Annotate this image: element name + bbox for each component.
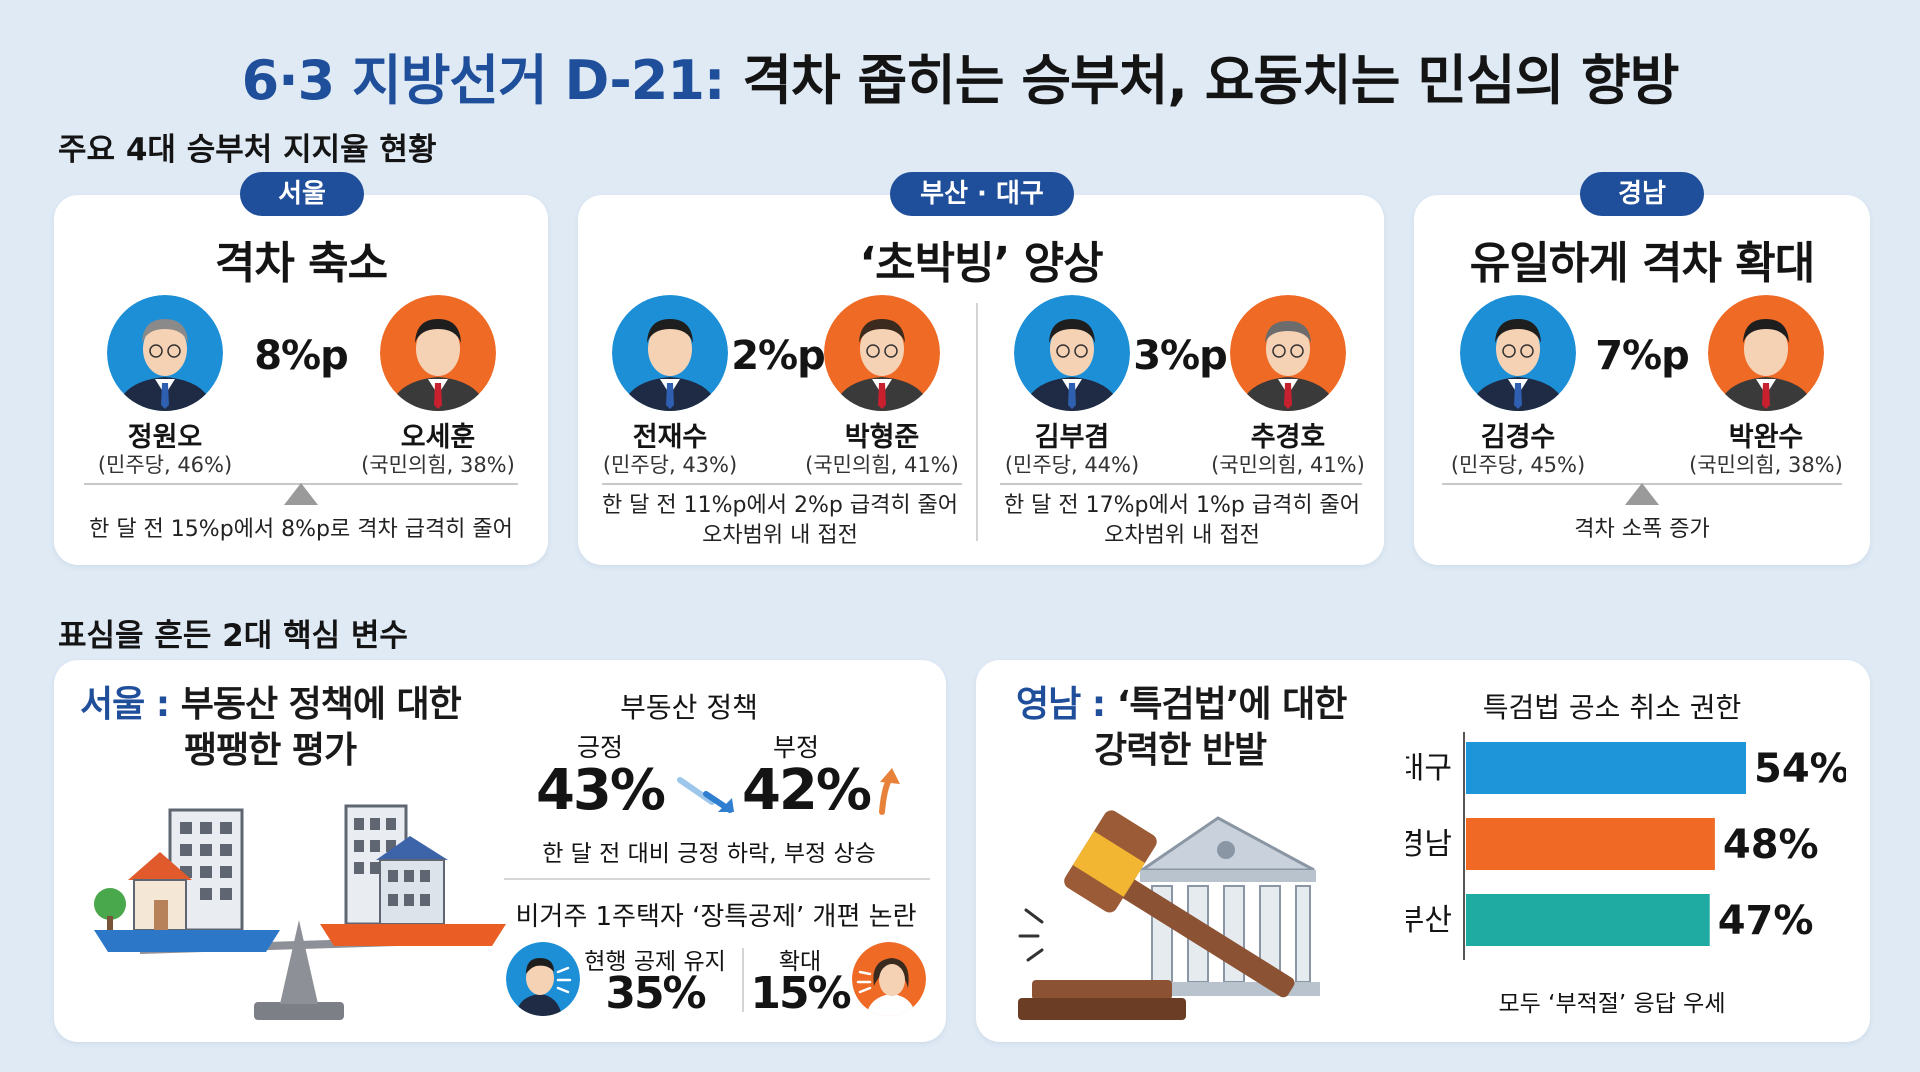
card-busan-daegu: ‘초박빙’ 양상 2%p 전재수 (민주당, 43%) 박형준 (국민의힘, 4… — [578, 195, 1384, 565]
candidate-name-gyeongnam-left: 김경수 — [1480, 422, 1556, 453]
candidate-party-seoul-right: (국민의힘, 38%) — [361, 453, 515, 477]
divider-busan-daegu — [976, 303, 978, 541]
label-seoul-line2: 팽팽한 평가 — [184, 730, 357, 771]
avatar-jeong-wonoh — [107, 295, 223, 411]
keep-value: 35% — [605, 968, 706, 1019]
avatar-oh-sehoon — [380, 295, 496, 411]
note-seoul: 한 달 전 15%p에서 8%p로 격차 급격히 줄어 — [89, 517, 513, 542]
bar-chart-special-act: 대구 54% 경남 48% 부산 47% — [1406, 732, 1846, 960]
candidate-name-busan-left: 전재수 — [632, 422, 708, 453]
bar-category-label: 경남 — [1406, 827, 1452, 862]
triangle-marker-seoul — [284, 483, 318, 505]
page-title: 6·3 지방선거 D-21: 격차 좁히는 승부처, 요동치는 민심의 향방 — [0, 36, 1920, 115]
candidate-party-daegu-left: (민주당, 44%) — [1004, 453, 1140, 477]
note-daegu-2: 오차범위 내 접전 — [1104, 523, 1260, 548]
headline-seoul: 격차 축소 — [214, 238, 388, 289]
note-daegu-1: 한 달 전 17%p에서 1%p 급격히 줄어 — [1003, 493, 1361, 518]
gap-seoul: 8%p — [254, 333, 349, 379]
bar-category-label: 대구 — [1406, 751, 1452, 786]
avatar-park-hyungjun — [824, 295, 940, 411]
candidate-name-busan-right: 박형준 — [844, 422, 920, 453]
speaking-man-icon — [506, 942, 580, 1016]
avatar-park-wansoo — [1708, 295, 1824, 411]
bar-category-label: 부산 — [1406, 903, 1452, 938]
label-seoul-variable: 서울 : 부동산 정책에 대한 — [80, 682, 540, 728]
bar-value-label: 54% — [1754, 746, 1846, 792]
avatar-choo-kyungho — [1230, 295, 1346, 411]
negative-label: 부정 — [772, 733, 819, 762]
label-yeongnam-region: 영남 : — [1016, 684, 1106, 725]
positive-label: 긍정 — [576, 733, 623, 762]
gap-busan: 2%p — [731, 333, 826, 379]
label-yeongnam-line2: 강력한 반발 — [1094, 730, 1267, 771]
bar — [1466, 742, 1746, 794]
candidate-name-gyeongnam-right: 박완수 — [1728, 422, 1804, 453]
divider-daegu — [1000, 483, 1362, 485]
label-seoul-line1: 부동산 정책에 대한 — [180, 684, 462, 725]
card-yeongnam-special-act: 영남 : ‘특검법’에 대한 강력한 반발 특검법 공소 취소 권한 대구 54%… — [976, 660, 1870, 1042]
divider-debate — [742, 948, 744, 1012]
avatar-jeon-jaesoo — [612, 295, 728, 411]
note-busan-1: 한 달 전 11%p에서 2%p 급격히 줄어 — [601, 493, 959, 518]
gap-gyeongnam: 7%p — [1595, 333, 1690, 379]
arrow-down-icon — [677, 777, 734, 813]
negative-value: 42% — [741, 758, 872, 823]
note-gyeongnam: 격차 소폭 증가 — [1574, 517, 1710, 542]
label-yeongnam-variable: 영남 : ‘특검법’에 대한 — [1016, 682, 1416, 728]
chart-note: 모두 ‘부적절’ 응답 우세 — [1498, 991, 1726, 1017]
region-pill-busan-daegu: 부산 · 대구 — [890, 172, 1074, 216]
bar-value-label: 47% — [1718, 898, 1814, 944]
arrow-up-icon — [879, 768, 900, 815]
section-title-variables: 표심을 흔든 2대 핵심 변수 — [58, 618, 408, 654]
chart-title: 특검법 공소 취소 권한 — [1482, 691, 1742, 724]
region-pill-seoul: 서울 — [240, 172, 364, 216]
headline-busan-daegu: ‘초박빙’ 양상 — [859, 238, 1103, 289]
balance-scale-illustration — [94, 804, 506, 1020]
gap-daegu: 3%p — [1133, 333, 1228, 379]
policy-note: 한 달 전 대비 긍정 하락, 부정 상승 — [542, 841, 876, 867]
divider-busan — [602, 483, 962, 485]
section-title-polls: 주요 4대 승부처 지지율 현황 — [58, 132, 437, 168]
speaking-woman-icon — [852, 942, 926, 1016]
candidate-party-seoul-left: (민주당, 46%) — [97, 453, 233, 477]
avatar-kim-bukyum — [1014, 295, 1130, 411]
title-date: 6·3 지방선거 D-21: — [241, 49, 726, 112]
gavel-courthouse-illustration — [1018, 810, 1320, 1020]
candidate-name-daegu-right: 추경호 — [1250, 422, 1326, 453]
candidate-name-daegu-left: 김부겸 — [1034, 422, 1110, 453]
candidate-party-daegu-right: (국민의힘, 41%) — [1211, 453, 1365, 477]
expand-label: 확대 — [778, 949, 822, 975]
candidate-party-busan-right: (국민의힘, 41%) — [805, 453, 959, 477]
keep-label: 현행 공제 유지 — [584, 949, 726, 975]
region-pill-gyeongnam: 경남 — [1580, 172, 1704, 216]
expand-value: 15% — [750, 968, 851, 1019]
bar-value-label: 48% — [1723, 822, 1819, 868]
label-yeongnam-line1: ‘특검법’에 대한 — [1116, 684, 1348, 725]
candidate-party-gyeongnam-right: (국민의힘, 38%) — [1689, 453, 1843, 477]
policy-title: 부동산 정책 — [620, 691, 758, 724]
triangle-marker-gyeongnam — [1625, 483, 1659, 505]
note-busan-2: 오차범위 내 접전 — [702, 523, 858, 548]
positive-value: 43% — [535, 758, 666, 823]
card-seoul: 격차 축소 8%p 정원오 (민주당, 46%) 오세훈 (국민의힘, 38%)… — [54, 195, 548, 565]
card-seoul-real-estate: 서울 : 부동산 정책에 대한 팽팽한 평가 — [54, 660, 946, 1042]
label-seoul-region: 서울 : — [80, 684, 170, 725]
bar — [1466, 894, 1710, 946]
candidate-party-gyeongnam-left: (민주당, 45%) — [1450, 453, 1586, 477]
candidate-name-seoul-left: 정원오 — [127, 422, 203, 453]
candidate-name-seoul-right: 오세훈 — [400, 422, 476, 453]
avatar-kim-kyungsoo — [1460, 295, 1576, 411]
headline-gyeongnam: 유일하게 격차 확대 — [1469, 238, 1815, 289]
divider-policy — [504, 878, 930, 880]
bar — [1466, 818, 1715, 870]
candidate-party-busan-left: (민주당, 43%) — [602, 453, 738, 477]
title-headline: 격차 좁히는 승부처, 요동치는 민심의 향방 — [742, 49, 1679, 112]
card-gyeongnam: 유일하게 격차 확대 7%p 김경수 (민주당, 45%) 박완수 (국민의힘,… — [1414, 195, 1870, 565]
debate-title: 비거주 1주택자 ‘장특공제’ 개편 논란 — [515, 902, 917, 932]
